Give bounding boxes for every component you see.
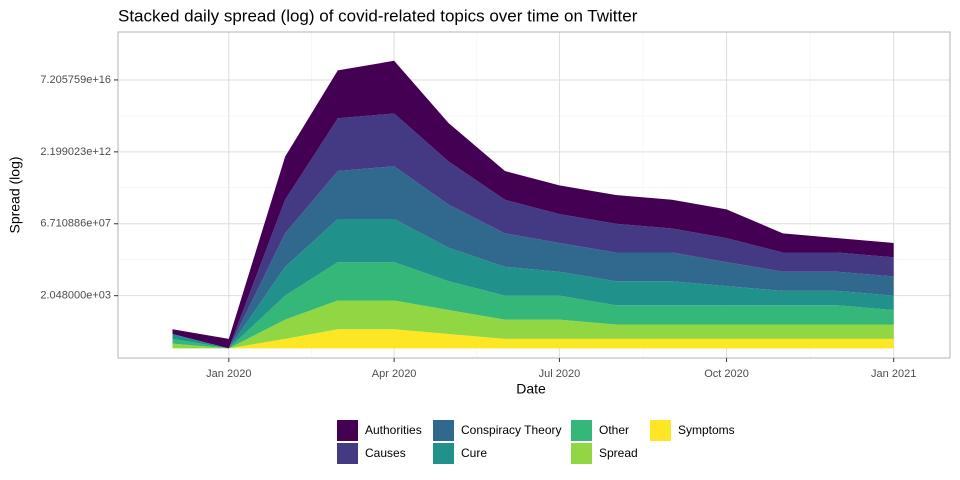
areas bbox=[172, 60, 894, 349]
y-tick-label: 2.199023e+12 bbox=[40, 146, 111, 158]
x-tick-label: Jan 2020 bbox=[206, 368, 251, 380]
legend-label: Symptoms bbox=[678, 423, 735, 437]
area bbox=[172, 262, 894, 349]
area bbox=[172, 300, 894, 349]
legend-key bbox=[433, 443, 454, 464]
legend: Authorities Causes Conspiracy Theory Cure Ot… bbox=[337, 420, 735, 464]
legend-key bbox=[433, 420, 454, 441]
legend-key bbox=[571, 443, 592, 464]
legend-label: Spread bbox=[599, 446, 638, 460]
legend-item: Conspiracy Theory bbox=[433, 420, 562, 441]
legend-label: Conspiracy Theory bbox=[461, 423, 562, 437]
legend-key bbox=[650, 420, 671, 441]
axes: 2.048000e+03 6.710886e+07 2.199023e+12 7.20… bbox=[40, 74, 916, 380]
panel-border bbox=[117, 31, 951, 359]
legend-label: Causes bbox=[365, 446, 406, 460]
legend-key bbox=[337, 420, 358, 441]
area bbox=[172, 113, 894, 349]
y-axis-title: Spread (log) bbox=[7, 156, 23, 233]
chart-title: Stacked daily spread (log) of covid-rela… bbox=[118, 6, 638, 25]
x-tick-label: Apr 2020 bbox=[372, 368, 417, 380]
legend-item: Other bbox=[571, 420, 629, 441]
area bbox=[172, 329, 894, 349]
area bbox=[172, 166, 894, 349]
legend-label: Cure bbox=[461, 446, 487, 460]
x-axis-title: Date bbox=[516, 381, 546, 397]
area bbox=[172, 60, 894, 349]
legend-label: Other bbox=[599, 423, 629, 437]
x-tick-label: Jan 2021 bbox=[871, 368, 916, 380]
legend-item: Cure bbox=[433, 443, 487, 464]
legend-key bbox=[337, 443, 358, 464]
area bbox=[172, 218, 894, 349]
legend-item: Causes bbox=[337, 443, 406, 464]
y-tick-label: 2.048000e+03 bbox=[40, 290, 111, 302]
legend-item: Symptoms bbox=[650, 420, 735, 441]
legend-item: Authorities bbox=[337, 420, 422, 441]
legend-item: Spread bbox=[571, 443, 638, 464]
legend-key bbox=[571, 420, 592, 441]
legend-label: Authorities bbox=[365, 423, 422, 437]
x-tick-label: Jul 2020 bbox=[539, 368, 581, 380]
y-tick-label: 7.205759e+16 bbox=[40, 74, 111, 86]
y-tick-label: 6.710886e+07 bbox=[40, 218, 111, 230]
x-tick-label: Oct 2020 bbox=[704, 368, 749, 380]
